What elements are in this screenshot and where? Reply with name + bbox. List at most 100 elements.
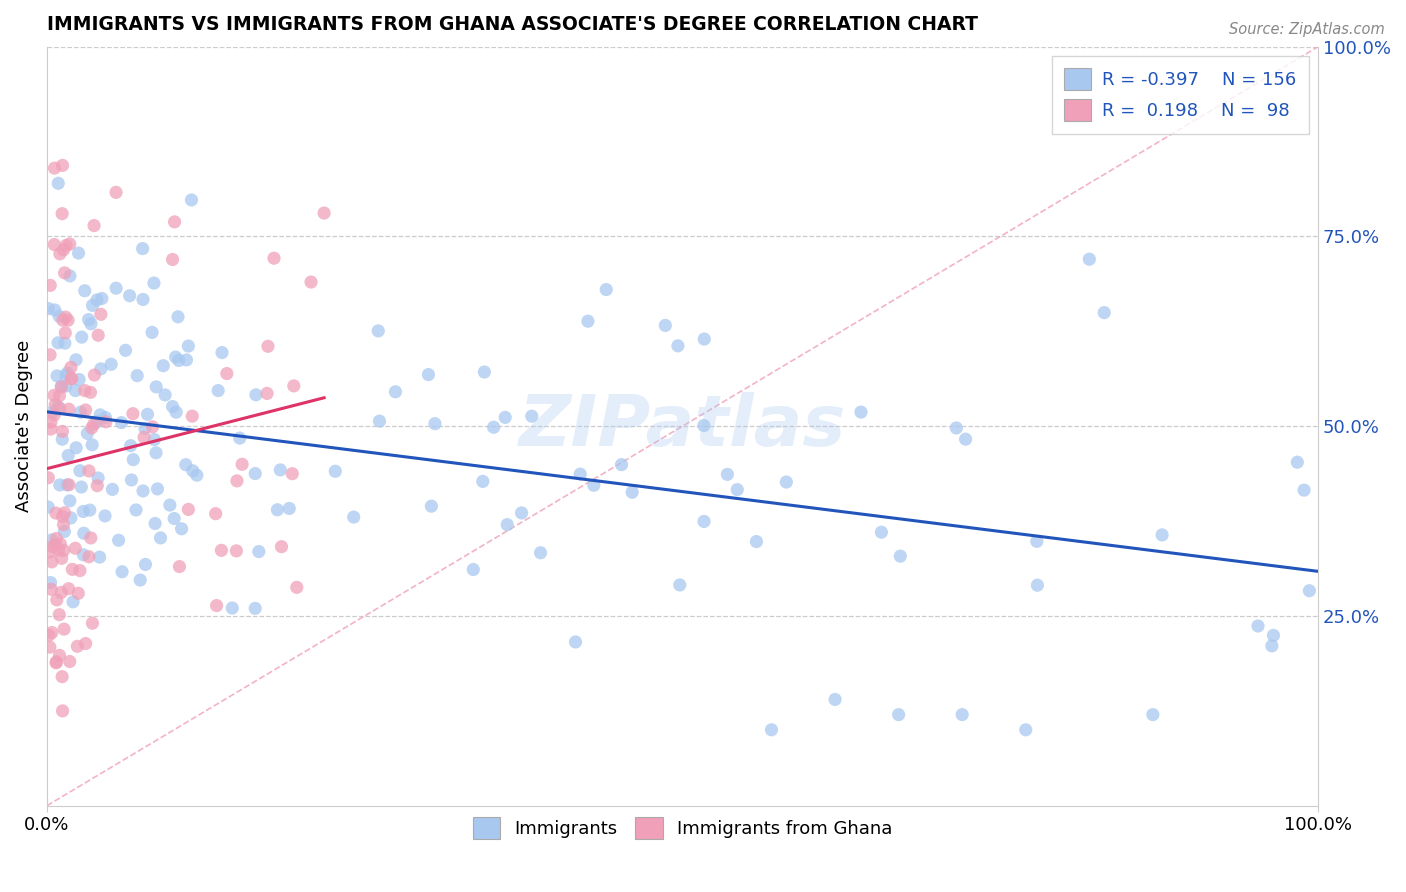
Point: [654, 318, 676, 333]
Point: [278, 501, 301, 516]
Point: [174, 458, 197, 472]
Point: [48, 542, 70, 557]
Point: [169, 559, 191, 574]
Point: [56, 366, 79, 380]
Point: [75, 636, 97, 650]
Point: [51, 585, 73, 599]
Point: [66, 640, 89, 654]
Point: [65, 441, 87, 455]
Point: [49, 478, 72, 492]
Point: [1298, 583, 1320, 598]
Point: [82, 616, 104, 631]
Point: [204, 507, 226, 521]
Point: [51, 509, 73, 524]
Point: [229, 431, 252, 445]
Point: [245, 467, 267, 481]
Point: [134, 558, 156, 572]
Point: [82, 438, 104, 452]
Point: [60, 562, 83, 576]
Point: [48, 310, 70, 324]
Point: [44, 398, 66, 412]
Point: [51, 380, 73, 394]
Point: [114, 343, 136, 358]
Point: [60, 371, 83, 385]
Point: [107, 533, 129, 548]
Point: [564, 635, 586, 649]
Point: [51, 379, 73, 393]
Point: [55, 238, 77, 252]
Point: [368, 414, 391, 428]
Point: [51, 704, 73, 718]
Point: [48, 648, 70, 663]
Point: [384, 384, 406, 399]
Point: [105, 186, 128, 200]
Point: [39, 278, 62, 293]
Point: [45, 593, 67, 607]
Point: [52, 243, 75, 257]
Point: [610, 458, 633, 472]
Point: [745, 534, 768, 549]
Point: [725, 483, 748, 497]
Point: [1026, 578, 1049, 592]
Point: [529, 546, 551, 560]
Point: [39, 582, 62, 597]
Point: [225, 544, 247, 558]
Point: [59, 360, 82, 375]
Point: [111, 565, 134, 579]
Point: [51, 207, 73, 221]
Point: [45, 656, 67, 670]
Legend: Immigrants, Immigrants from Ghana: Immigrants, Immigrants from Ghana: [465, 810, 900, 846]
Point: [257, 339, 280, 353]
Point: [67, 246, 90, 260]
Point: [73, 526, 96, 541]
Point: [266, 503, 288, 517]
Point: [38, 640, 60, 655]
Point: [70, 330, 93, 344]
Point: [51, 670, 73, 684]
Point: [90, 307, 112, 321]
Point: [132, 293, 155, 307]
Point: [122, 407, 145, 421]
Point: [281, 467, 304, 481]
Point: [56, 313, 79, 327]
Point: [576, 314, 599, 328]
Point: [39, 415, 62, 429]
Point: [38, 628, 60, 642]
Point: [51, 551, 73, 566]
Point: [37, 471, 59, 485]
Point: [39, 348, 62, 362]
Point: [60, 372, 83, 386]
Point: [39, 575, 62, 590]
Point: [83, 368, 105, 382]
Point: [211, 345, 233, 359]
Point: [89, 408, 111, 422]
Point: [1152, 528, 1174, 542]
Point: [49, 537, 72, 551]
Point: [207, 384, 229, 398]
Point: [270, 540, 292, 554]
Point: [824, 692, 846, 706]
Point: [51, 425, 73, 439]
Point: [65, 384, 87, 398]
Point: [56, 478, 79, 492]
Point: [53, 506, 76, 520]
Point: [41, 540, 63, 554]
Point: [48, 389, 70, 403]
Point: [72, 548, 94, 562]
Point: [1292, 483, 1315, 497]
Point: [205, 599, 228, 613]
Point: [145, 380, 167, 394]
Point: [177, 339, 200, 353]
Point: [945, 421, 967, 435]
Text: ZIPatlas: ZIPatlas: [519, 392, 846, 460]
Point: [90, 362, 112, 376]
Point: [105, 281, 128, 295]
Point: [163, 215, 186, 229]
Point: [120, 473, 142, 487]
Point: [73, 284, 96, 298]
Point: [53, 622, 76, 636]
Point: [53, 524, 76, 539]
Point: [65, 352, 87, 367]
Point: [44, 161, 66, 175]
Point: [1092, 305, 1115, 319]
